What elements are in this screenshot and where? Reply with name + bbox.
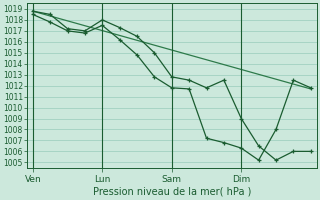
X-axis label: Pression niveau de la mer( hPa ): Pression niveau de la mer( hPa ) <box>92 187 251 197</box>
